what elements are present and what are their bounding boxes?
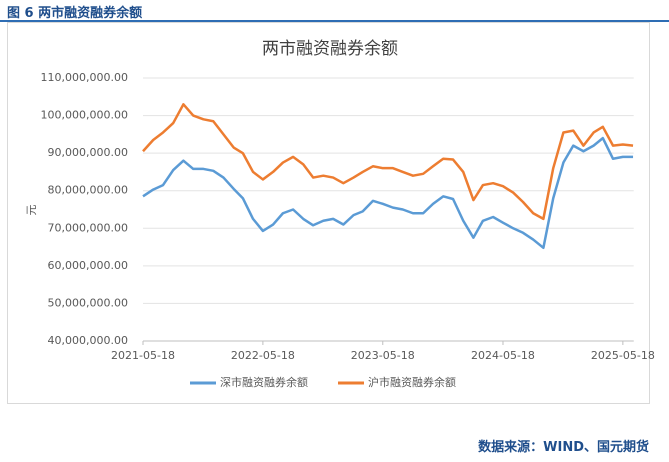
legend-label: 沪市融资融券余额 [368,375,456,389]
header-rule [0,20,669,22]
chart-title: 两市融资融券余额 [262,39,398,59]
source-note: 数据来源：WIND、国元期货 [478,440,649,455]
chart: 两市融资融券余额 元 40,000,000.00 50,000,000.00 60,… [7,22,655,404]
figure-header: 图 6 两市融资融券余额 [7,6,143,21]
y-tick-label: 60,000,000.00 [48,259,128,272]
y-tick-label: 80,000,000.00 [48,184,128,197]
y-tick-label: 70,000,000.00 [48,221,128,234]
y-tick-label: 90,000,000.00 [48,146,128,159]
x-tick-label: 2023-05-18 [351,349,415,362]
y-tick-label: 40,000,000.00 [48,334,128,347]
y-tick-label: 100,000,000.00 [41,109,128,122]
x-tick-label: 2024-05-18 [471,349,535,362]
y-axis-label: 元 [25,205,38,216]
x-tick-label: 2022-05-18 [231,349,295,362]
y-tick-label: 110,000,000.00 [41,71,128,84]
series-line [142,103,634,221]
series-line [142,136,634,250]
x-tick-label: 2021-05-18 [111,349,175,362]
y-tick-label: 50,000,000.00 [48,296,128,309]
x-tick-label: 2025-05-18 [591,349,655,362]
legend-label: 深市融资融券余额 [220,375,308,389]
chart-frame [7,22,650,404]
